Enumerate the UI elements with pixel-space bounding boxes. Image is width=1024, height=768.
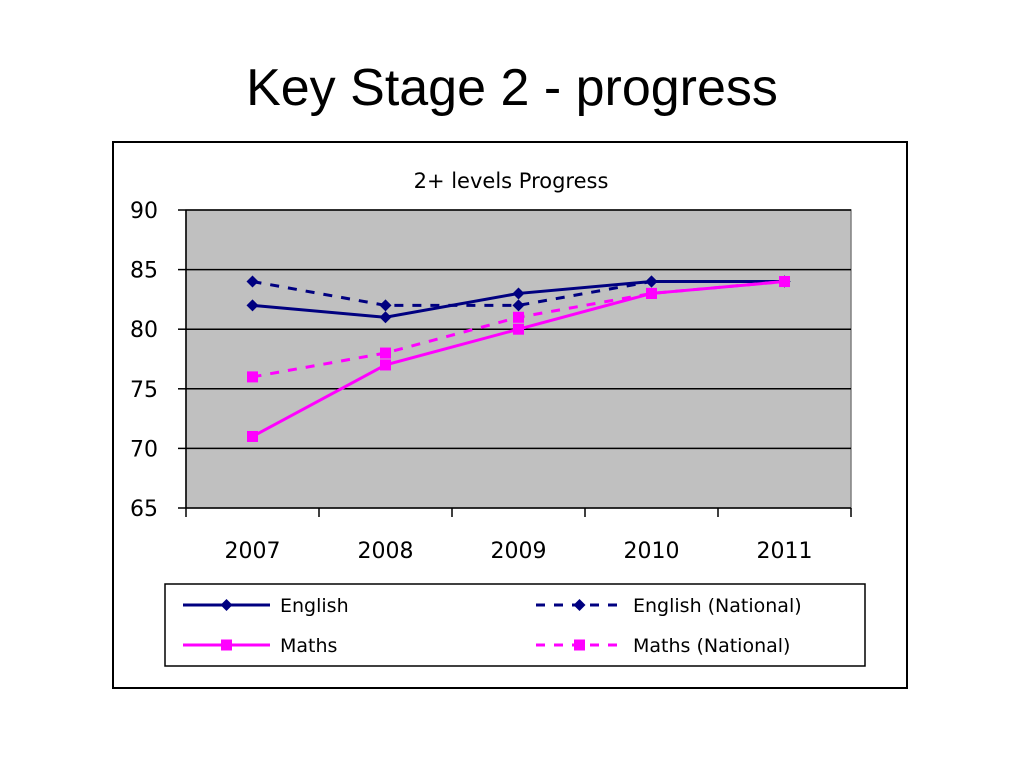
legend-swatch-marker <box>220 599 233 611</box>
data-point-marker <box>512 287 525 300</box>
legend-swatch-marker <box>573 599 586 611</box>
chart-title: 2+ levels Progress <box>414 169 609 193</box>
legend-label: Maths <box>280 635 337 657</box>
data-point-marker <box>379 311 392 324</box>
data-point-marker <box>246 299 259 312</box>
legend-item: English (National) <box>536 595 802 617</box>
x-axis: 2007 2008 2009 2010 2011 <box>185 507 852 564</box>
data-point-marker <box>779 276 790 288</box>
legend-item: Maths (National) <box>536 635 790 657</box>
y-tick-label: 80 <box>130 318 158 343</box>
legend-label: Maths (National) <box>633 635 790 657</box>
series-english-national <box>246 275 791 312</box>
data-point-marker <box>512 299 525 312</box>
legend: English English (National) Maths Maths (Nat… <box>164 583 866 667</box>
y-tick-label: 90 <box>130 199 158 224</box>
legend-label: English <box>280 595 349 617</box>
plot-background <box>185 209 852 509</box>
slide-title: Key Stage 2 - progress <box>246 59 778 117</box>
x-tick-label: 2007 <box>225 539 281 564</box>
legend-label: English (National) <box>633 595 802 617</box>
data-point-marker <box>513 323 524 335</box>
x-tick-label: 2009 <box>491 539 547 564</box>
legend-box <box>164 583 866 667</box>
data-point-marker <box>380 347 391 359</box>
y-tick-label: 65 <box>130 497 158 522</box>
x-tick-label: 2011 <box>757 539 813 564</box>
data-point-marker <box>247 371 258 383</box>
data-point-marker <box>380 359 391 371</box>
y-axis: 65 70 75 80 85 90 <box>130 199 187 522</box>
plot-area <box>185 209 852 509</box>
data-point-marker <box>379 299 392 312</box>
x-tick-label: 2008 <box>358 539 414 564</box>
series-line <box>252 280 785 307</box>
y-tick-label: 75 <box>130 378 158 403</box>
data-point-marker <box>646 287 657 299</box>
series-layer <box>246 275 791 442</box>
x-tick-label: 2010 <box>624 539 680 564</box>
data-point-marker <box>247 430 258 442</box>
data-point-marker <box>246 275 259 288</box>
y-tick-label: 70 <box>130 437 158 462</box>
data-point-marker <box>645 275 658 288</box>
series-maths-national <box>247 276 790 383</box>
legend-swatch-marker <box>221 639 232 651</box>
legend-swatch-marker <box>574 639 585 651</box>
legend-item: Maths <box>183 635 337 657</box>
data-point-marker <box>513 311 524 323</box>
y-tick-label: 85 <box>130 259 158 284</box>
legend-item: English <box>183 595 349 617</box>
